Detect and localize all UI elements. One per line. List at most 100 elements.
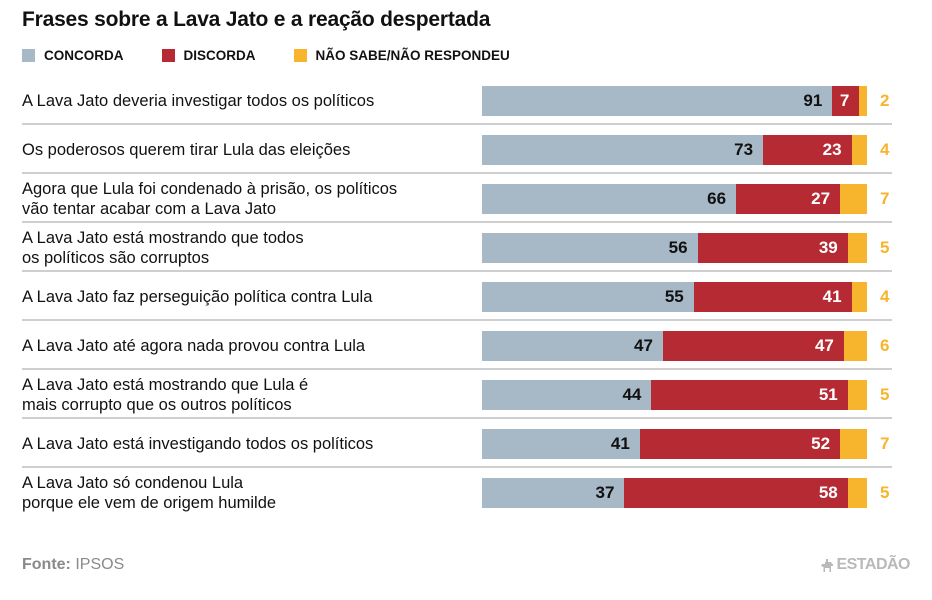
- data-label: 51: [818, 385, 838, 404]
- category-label: A Lava Jato até agora nada provou contra…: [22, 321, 462, 370]
- row-divider: [22, 123, 892, 125]
- chart-row: A Lava Jato faz perseguição política con…: [22, 272, 892, 321]
- category-label-line: A Lava Jato até agora nada provou contra…: [22, 336, 366, 355]
- bar-segment-concorda: 47: [482, 331, 663, 361]
- bar-segment-concorda: 37: [482, 478, 625, 508]
- legend-label-concorda: CONCORDA: [44, 48, 124, 63]
- category-label: Agora que Lula foi condenado à prisão, o…: [22, 174, 462, 223]
- category-label-line: vão tentar acabar com a Lava Jato: [22, 199, 277, 218]
- bar-segment-nao-sabe: [840, 184, 867, 214]
- chart-row: A Lava Jato está investigando todos os p…: [22, 419, 892, 468]
- bar-segment-discorda: 39: [697, 233, 848, 263]
- data-label: 55: [664, 287, 684, 306]
- bar-segment-discorda: 41: [693, 282, 852, 312]
- row-divider: [22, 466, 892, 468]
- stacked-bar: 44 51: [482, 380, 867, 410]
- bar-segment-discorda: 52: [639, 429, 841, 459]
- category-label: A Lava Jato deveria investigar todos os …: [22, 76, 462, 125]
- category-label-line: Agora que Lula foi condenado à prisão, o…: [22, 179, 398, 198]
- legend-swatch-discorda: [161, 49, 175, 62]
- stacked-bar: 37 58: [482, 478, 867, 508]
- bar-segment-concorda: 73: [482, 135, 764, 165]
- legend-swatch-concorda: [22, 49, 35, 62]
- bar-segment-concorda: 44: [482, 380, 652, 410]
- category-label-line: A Lava Jato está investigando todos os p…: [22, 434, 374, 453]
- bar-segment-discorda: 58: [624, 478, 848, 508]
- data-label-nao-sabe: 6: [880, 336, 890, 355]
- bar-segment-discorda: 7: [832, 86, 860, 116]
- source-label: Fonte:: [22, 556, 71, 573]
- data-label-nao-sabe: 5: [880, 483, 890, 502]
- legend-label-discorda: DISCORDA: [183, 48, 256, 63]
- bar-segment-discorda: 27: [736, 184, 841, 214]
- stacked-bar: 66 27: [482, 184, 867, 214]
- chart-row: A Lava Jato está mostrando que Lula é mai…: [22, 370, 892, 419]
- chart-row: A Lava Jato deveria investigar todos os …: [22, 76, 892, 125]
- category-label-line: A Lava Jato está mostrando que Lula é: [22, 375, 309, 394]
- data-label: 44: [622, 385, 642, 404]
- chart-row: A Lava Jato só condenou Lula porque ele v…: [22, 468, 892, 517]
- data-label: 73: [734, 140, 754, 159]
- bar-segment-nao-sabe: [840, 429, 867, 459]
- row-divider: [22, 221, 892, 223]
- data-label: 56: [668, 238, 688, 257]
- row-divider: [22, 368, 892, 370]
- stacked-bar: 55 41: [482, 282, 867, 312]
- row-divider: [22, 172, 892, 174]
- bar-segment-nao-sabe: [847, 233, 867, 263]
- bar-segment-discorda: 23: [763, 135, 852, 165]
- bar-segment-nao-sabe: [847, 380, 867, 410]
- brand-logo: ESTADÃO: [820, 556, 910, 574]
- data-label: 66: [707, 189, 727, 208]
- legend-item-discorda: DISCORDA: [161, 48, 256, 63]
- bar-segment-nao-sabe: [843, 331, 867, 361]
- category-label: A Lava Jato só condenou Lula porque ele v…: [22, 468, 462, 517]
- category-label: A Lava Jato está mostrando que todos os p…: [22, 223, 462, 272]
- legend-swatch-nao-sabe: [293, 49, 307, 62]
- legend-item-concorda: CONCORDA: [22, 48, 124, 63]
- chart-row: A Lava Jato está mostrando que todos os p…: [22, 223, 892, 272]
- stacked-bar: 73 23: [482, 135, 867, 165]
- category-label: A Lava Jato está mostrando que Lula é mai…: [22, 370, 462, 419]
- category-label-line: A Lava Jato deveria investigar todos os …: [22, 91, 375, 110]
- data-label: 41: [822, 287, 842, 306]
- data-label-nao-sabe: 4: [880, 287, 890, 306]
- data-label-nao-sabe: 7: [880, 189, 890, 208]
- bar-segment-concorda: 56: [482, 233, 698, 263]
- category-label-line: os políticos são corruptos: [22, 248, 210, 267]
- chart-row: Agora que Lula foi condenado à prisão, o…: [22, 174, 892, 223]
- category-label-line: Os poderosos querem tirar Lula das eleiç…: [22, 140, 351, 159]
- data-label-nao-sabe: 5: [880, 385, 890, 404]
- bar-segment-nao-sabe: [847, 478, 867, 508]
- row-divider: [22, 319, 892, 321]
- data-label: 27: [811, 189, 831, 208]
- data-label: 58: [818, 483, 838, 502]
- bar-segment-nao-sabe: [851, 282, 867, 312]
- horseman-icon: [821, 558, 834, 572]
- data-label: 39: [818, 238, 838, 257]
- data-label-nao-sabe: 2: [880, 91, 890, 110]
- category-label-line: porque ele vem de origem humilde: [22, 493, 277, 512]
- stacked-bar: 47 47: [482, 331, 867, 361]
- data-label: 91: [803, 91, 823, 110]
- data-label: 23: [822, 140, 842, 159]
- legend-item-nao-sabe: NÃO SABE/NÃO RESPONDEU: [293, 48, 510, 63]
- brand-name: ESTADÃO: [836, 556, 910, 573]
- bar-segment-discorda: 47: [662, 331, 844, 361]
- bar-segment-concorda: 91: [482, 86, 833, 116]
- bar-segment-discorda: 51: [651, 380, 848, 410]
- data-label: 41: [610, 434, 630, 453]
- category-label-line: A Lava Jato faz perseguição política con…: [22, 287, 373, 306]
- bar-segment-nao-sabe: [851, 135, 867, 165]
- chart-row: Os poderosos querem tirar Lula das eleiç…: [22, 125, 892, 174]
- data-label: 7: [839, 91, 850, 110]
- bar-segment-nao-sabe: [859, 86, 867, 116]
- data-label-nao-sabe: 5: [880, 238, 890, 257]
- chart-title: Frases sobre a Lava Jato e a reação desp…: [22, 8, 491, 31]
- row-divider: [22, 270, 892, 272]
- stacked-bar: 56 39: [482, 233, 867, 263]
- bar-segment-concorda: 66: [482, 184, 737, 214]
- category-label: Os poderosos querem tirar Lula das eleiç…: [22, 125, 462, 174]
- stacked-bar: 41 52: [482, 429, 867, 459]
- row-divider: [22, 417, 892, 419]
